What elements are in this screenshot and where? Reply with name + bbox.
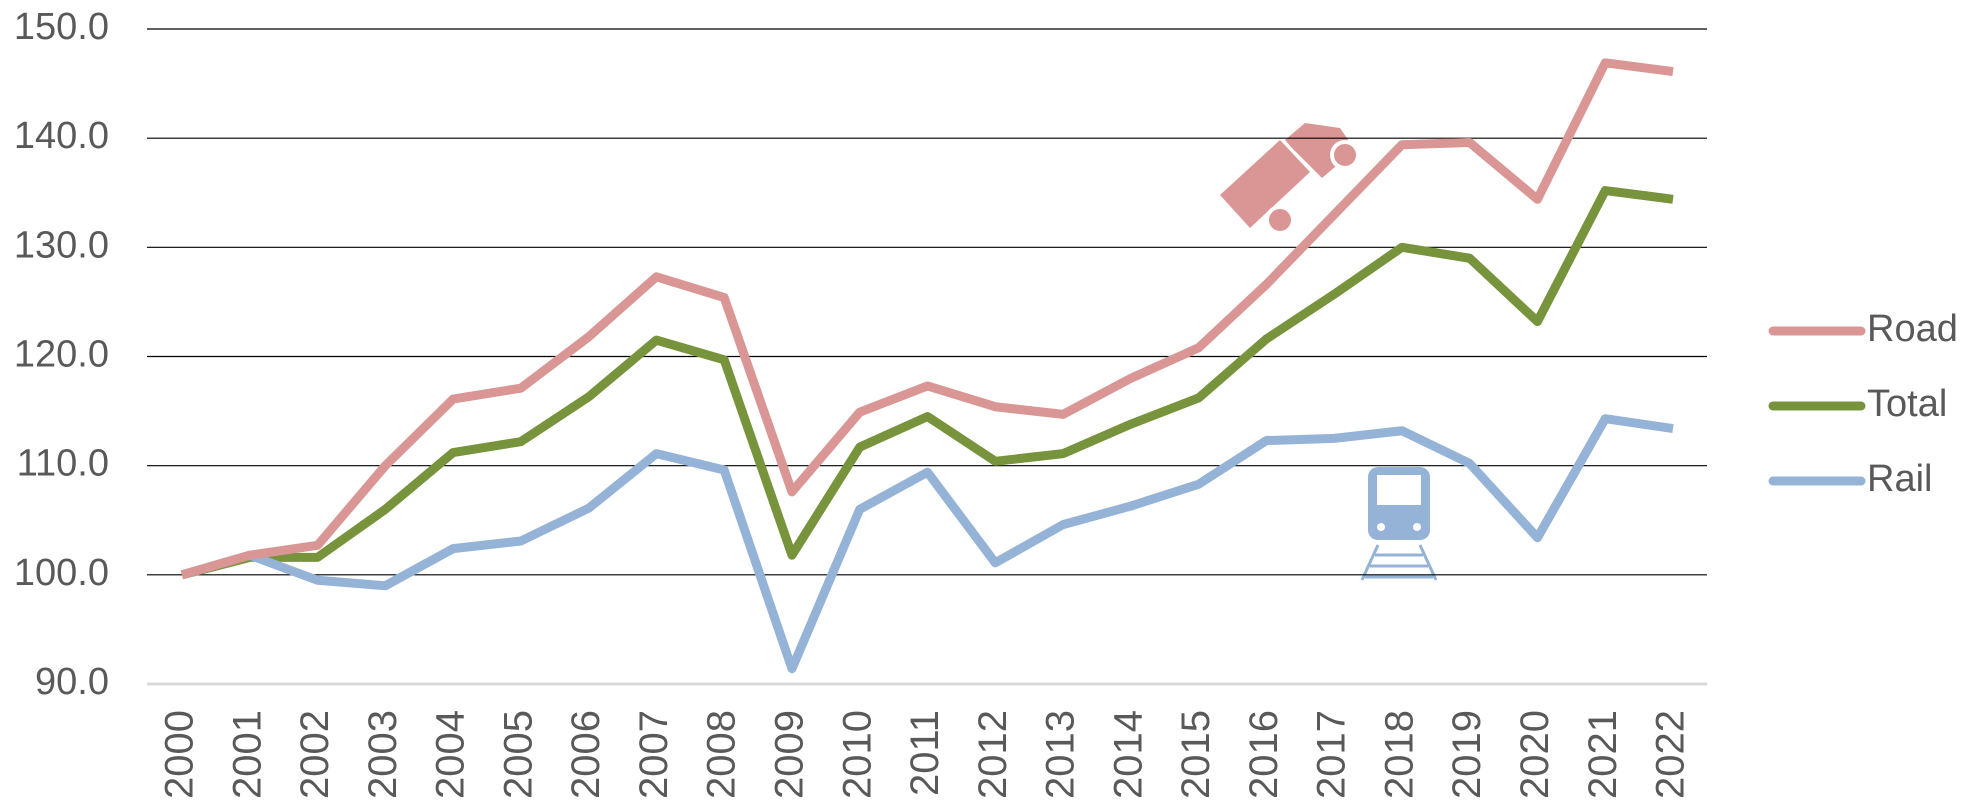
x-tick-label: 2003 — [361, 710, 405, 799]
train-icon — [1360, 467, 1438, 581]
x-tick-label: 2014 — [1106, 710, 1150, 799]
x-tick-label: 2016 — [1242, 710, 1286, 799]
x-tick-label: 2019 — [1445, 710, 1489, 799]
x-tick-label: 2009 — [768, 710, 812, 799]
x-tick-label: 2013 — [1039, 710, 1083, 799]
y-tick-label: 100.0 — [14, 552, 109, 594]
series-line — [180, 58, 1674, 580]
x-tick-label: 2000 — [158, 710, 202, 799]
y-tick-label: 110.0 — [17, 443, 109, 485]
legend-label: Road — [1867, 308, 1958, 350]
y-tick-label: 140.0 — [14, 115, 109, 157]
x-tick-label: 2004 — [429, 710, 473, 799]
truck-icon — [1220, 123, 1360, 235]
x-tick-label: 2012 — [971, 710, 1015, 799]
x-tick-label: 2010 — [835, 710, 879, 799]
series-line — [180, 186, 1674, 580]
x-tick-label: 2011 — [903, 710, 947, 796]
y-tick-label: 150.0 — [14, 6, 109, 48]
x-tick-label: 2020 — [1513, 710, 1557, 799]
legend-label: Total — [1867, 383, 1947, 425]
series-line — [180, 414, 1674, 674]
y-tick-label: 120.0 — [14, 334, 109, 376]
y-tick-label: 130.0 — [14, 224, 109, 266]
x-tick-label: 2015 — [1174, 710, 1218, 799]
x-tick-label: 2017 — [1310, 710, 1354, 799]
x-tick-label: 2007 — [632, 710, 676, 799]
x-tick-label: 2002 — [293, 710, 337, 799]
legend-label: Rail — [1867, 458, 1932, 500]
y-tick-label: 90.0 — [35, 661, 109, 703]
x-tick-label: 2006 — [564, 710, 608, 799]
x-tick-label: 2005 — [496, 710, 540, 799]
x-tick-label: 2008 — [700, 710, 744, 799]
x-tick-label: 2022 — [1649, 710, 1693, 799]
x-tick-label: 2018 — [1377, 710, 1421, 799]
x-tick-label: 2021 — [1581, 710, 1625, 799]
x-tick-label: 2001 — [225, 710, 269, 799]
